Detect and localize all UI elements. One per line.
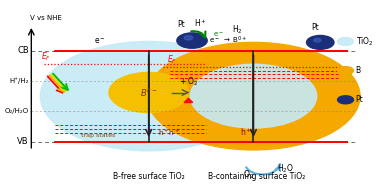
Text: B: B [356,66,361,75]
Circle shape [184,36,193,40]
Text: e$^-$: e$^-$ [94,36,106,46]
Circle shape [109,73,188,112]
Circle shape [338,96,353,104]
Text: e$^-$ $\rightarrow$ B$^{0+}$: e$^-$ $\rightarrow$ B$^{0+}$ [209,35,247,46]
Text: trap states: trap states [81,134,115,139]
Text: VB: VB [17,137,29,146]
Text: H$^+$: H$^+$ [194,17,206,29]
Text: O₂/H₂O: O₂/H₂O [5,108,29,114]
Circle shape [338,38,353,46]
Polygon shape [184,98,193,102]
Text: h$^+$h$^+$: h$^+$h$^+$ [158,127,180,138]
Text: O$_2$: O$_2$ [243,169,254,181]
Text: $E_F$: $E_F$ [42,51,51,63]
Text: Pt: Pt [356,95,363,104]
Text: B-free surface TiO₂: B-free surface TiO₂ [113,172,184,181]
Text: V vs NHE: V vs NHE [30,15,62,21]
Text: H⁺/H₂: H⁺/H₂ [9,77,29,84]
Text: $E_F$: $E_F$ [167,54,177,66]
Text: Pt: Pt [177,20,185,29]
Text: CB: CB [17,46,29,55]
Circle shape [307,36,334,49]
Text: + O$_2$: + O$_2$ [178,75,198,88]
Circle shape [338,67,353,75]
Circle shape [147,42,360,150]
Text: H$_2$: H$_2$ [232,24,242,36]
Circle shape [190,64,317,128]
Text: e$^-$: e$^-$ [213,30,224,38]
Text: h$^+$: h$^+$ [240,126,251,138]
Text: Pt: Pt [311,23,319,32]
Circle shape [177,33,207,48]
Text: H$_2$O: H$_2$O [277,162,294,175]
Text: $B^{\delta-}$: $B^{\delta-}$ [140,86,157,99]
Text: TiO$_2$: TiO$_2$ [356,35,373,48]
Circle shape [314,38,321,42]
Circle shape [40,41,257,151]
Text: B-containing surface TiO₂: B-containing surface TiO₂ [208,172,306,181]
